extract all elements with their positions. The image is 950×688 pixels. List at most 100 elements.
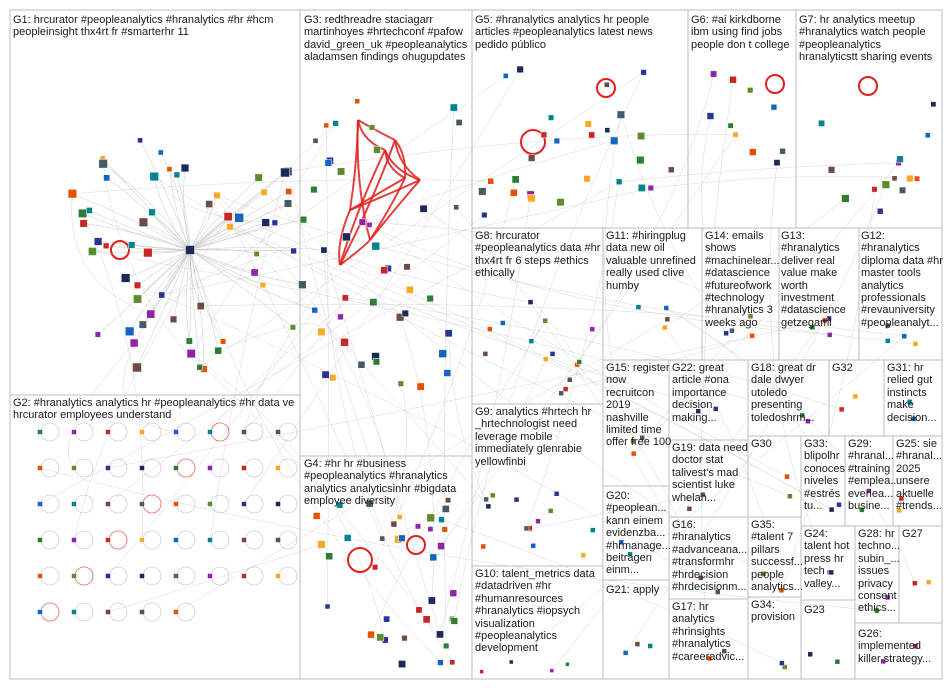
node bbox=[898, 495, 905, 502]
node bbox=[186, 349, 196, 359]
node bbox=[261, 218, 270, 227]
node bbox=[723, 330, 729, 337]
group-box-g3 bbox=[299, 9, 473, 457]
node bbox=[715, 589, 721, 595]
edge bbox=[243, 297, 346, 433]
node bbox=[841, 194, 850, 203]
node bbox=[663, 305, 670, 311]
node bbox=[358, 218, 366, 226]
node bbox=[405, 286, 414, 294]
node bbox=[317, 327, 326, 336]
group-box-g12 bbox=[858, 227, 943, 361]
node bbox=[914, 175, 920, 182]
node bbox=[528, 338, 535, 344]
edge bbox=[160, 152, 191, 251]
node bbox=[275, 537, 281, 543]
node bbox=[530, 543, 536, 549]
node bbox=[205, 200, 213, 208]
group-box-g30 bbox=[747, 435, 802, 518]
edge bbox=[529, 494, 703, 530]
group-box-g17 bbox=[668, 598, 749, 680]
node bbox=[580, 552, 587, 559]
node bbox=[383, 615, 390, 623]
node bbox=[207, 501, 213, 507]
node bbox=[37, 465, 43, 471]
node bbox=[443, 369, 452, 377]
edge bbox=[67, 342, 135, 469]
node bbox=[71, 537, 77, 543]
edge bbox=[98, 241, 191, 251]
self-loop bbox=[176, 422, 196, 442]
self-loop bbox=[40, 566, 60, 586]
node bbox=[604, 127, 611, 133]
node bbox=[441, 526, 448, 533]
node bbox=[443, 642, 450, 649]
group-box-layer bbox=[9, 9, 943, 680]
edge bbox=[394, 139, 421, 181]
node bbox=[323, 122, 329, 129]
node bbox=[196, 302, 205, 310]
node bbox=[455, 119, 463, 126]
node bbox=[912, 580, 918, 586]
node bbox=[173, 609, 179, 615]
node bbox=[818, 119, 825, 127]
edge bbox=[73, 216, 229, 541]
node bbox=[487, 177, 494, 185]
self-loop bbox=[210, 566, 230, 586]
edge bbox=[189, 222, 266, 251]
node bbox=[169, 315, 178, 323]
self-loop-red bbox=[406, 535, 426, 555]
node bbox=[37, 537, 43, 543]
node bbox=[630, 450, 637, 457]
node bbox=[129, 338, 139, 348]
edge bbox=[384, 149, 421, 181]
node bbox=[896, 507, 902, 514]
node bbox=[558, 390, 564, 396]
node bbox=[133, 281, 142, 289]
self-loop bbox=[278, 566, 298, 586]
node bbox=[401, 635, 408, 642]
node bbox=[553, 491, 560, 497]
group-box-g5 bbox=[471, 9, 689, 229]
group-box-g10 bbox=[471, 565, 604, 680]
self-loop bbox=[108, 530, 128, 550]
self-loop bbox=[278, 530, 298, 550]
node bbox=[799, 412, 805, 419]
node bbox=[37, 609, 43, 615]
edge bbox=[107, 214, 485, 505]
edge bbox=[216, 195, 383, 539]
node bbox=[365, 499, 374, 508]
group-box-g18 bbox=[747, 359, 830, 437]
node bbox=[899, 186, 907, 194]
edge bbox=[444, 107, 455, 646]
edge bbox=[189, 219, 304, 251]
self-loop bbox=[108, 422, 128, 442]
edge bbox=[173, 249, 191, 320]
node bbox=[354, 98, 360, 104]
self-loop bbox=[244, 566, 264, 586]
node bbox=[647, 643, 653, 649]
node bbox=[634, 641, 641, 647]
node bbox=[480, 543, 487, 550]
node bbox=[94, 331, 101, 338]
self-loop bbox=[40, 530, 60, 550]
edge bbox=[82, 213, 191, 251]
edge bbox=[345, 297, 842, 410]
node bbox=[139, 429, 145, 435]
edge bbox=[189, 203, 289, 251]
self-loop bbox=[108, 458, 128, 478]
node bbox=[852, 393, 859, 400]
node bbox=[615, 178, 623, 185]
node bbox=[103, 174, 111, 182]
node bbox=[590, 527, 596, 533]
node bbox=[214, 346, 222, 355]
node bbox=[760, 571, 767, 577]
edge bbox=[362, 221, 751, 317]
node bbox=[910, 416, 917, 422]
edge bbox=[769, 162, 832, 573]
node bbox=[317, 540, 326, 549]
node bbox=[836, 501, 842, 508]
node bbox=[866, 488, 872, 494]
self-loop bbox=[142, 458, 162, 478]
